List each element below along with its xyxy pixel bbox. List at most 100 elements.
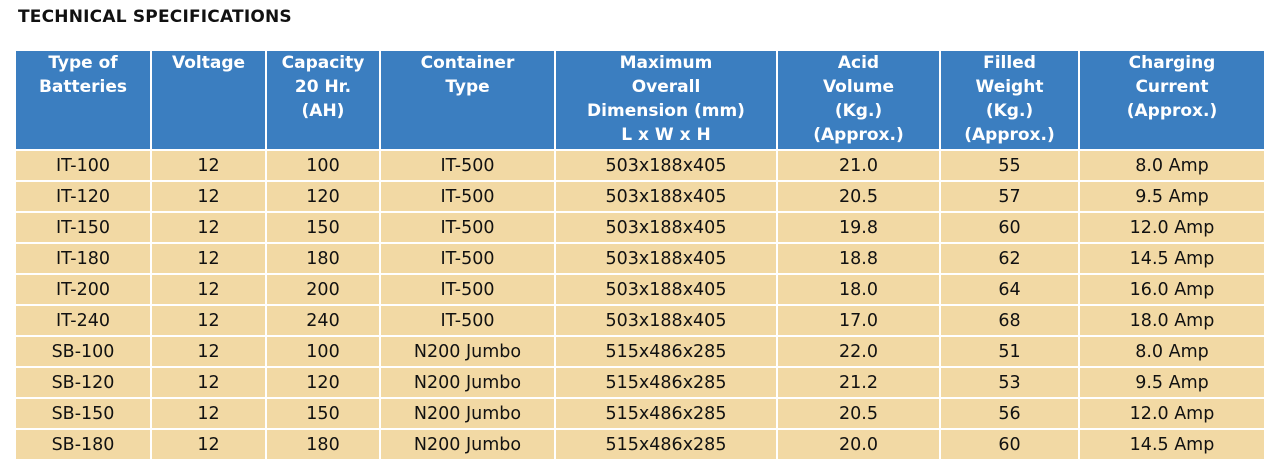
- cell-dimension: 503x188x405: [554, 273, 778, 306]
- cell-voltage: 12: [150, 366, 267, 399]
- header-line: Charging: [1128, 53, 1216, 73]
- cell-acid-volume: 22.0: [776, 335, 941, 368]
- cell-filled-weight: 62: [939, 242, 1080, 275]
- cell-battery-type: IT-100: [14, 149, 152, 182]
- header-acid-volume: Acid Volume (Kg.) (Approx.): [776, 49, 941, 151]
- cell-acid-volume: 20.5: [776, 180, 941, 213]
- header-line: Dimension (mm): [587, 101, 745, 121]
- cell-dimension: 503x188x405: [554, 149, 778, 182]
- table-row: IT-150 12 150 IT-500 503x188x405 19.8 60 12.0 A…: [14, 211, 1266, 244]
- cell-battery-type: SB-180: [14, 428, 152, 461]
- cell-dimension: 515x486x285: [554, 366, 778, 399]
- cell-dimension: 503x188x405: [554, 304, 778, 337]
- table-row: SB-100 12 100 N200 Jumbo 515x486x285 22.0 51 8.…: [14, 335, 1266, 368]
- cell-charging-current: 12.0 Amp: [1078, 211, 1266, 244]
- table-row: SB-180 12 180 N200 Jumbo 515x486x285 20.0 60 14…: [14, 428, 1266, 461]
- header-line: (Approx.): [1126, 101, 1218, 121]
- cell-charging-current: 9.5 Amp: [1078, 366, 1266, 399]
- cell-charging-current: 9.5 Amp: [1078, 180, 1266, 213]
- cell-dimension: 503x188x405: [554, 180, 778, 213]
- cell-dimension: 503x188x405: [554, 211, 778, 244]
- cell-voltage: 12: [150, 397, 267, 430]
- header-line: (AH): [301, 101, 345, 121]
- cell-voltage: 12: [150, 304, 267, 337]
- cell-capacity: 150: [265, 211, 381, 244]
- cell-acid-volume: 18.8: [776, 242, 941, 275]
- cell-container-type: IT-500: [379, 149, 556, 182]
- cell-battery-type: SB-120: [14, 366, 152, 399]
- cell-capacity: 240: [265, 304, 381, 337]
- header-filled-weight: Filled Weight (Kg.) (Approx.): [939, 49, 1080, 151]
- cell-acid-volume: 19.8: [776, 211, 941, 244]
- cell-dimension: 515x486x285: [554, 335, 778, 368]
- cell-filled-weight: 60: [939, 211, 1080, 244]
- header-line: Volume: [822, 77, 895, 97]
- header-line: Batteries: [38, 77, 128, 97]
- cell-charging-current: 12.0 Amp: [1078, 397, 1266, 430]
- cell-acid-volume: 20.5: [776, 397, 941, 430]
- cell-dimension: 503x188x405: [554, 242, 778, 275]
- cell-capacity: 180: [265, 242, 381, 275]
- cell-charging-current: 18.0 Amp: [1078, 304, 1266, 337]
- cell-voltage: 12: [150, 335, 267, 368]
- header-line: Container: [420, 53, 515, 73]
- cell-capacity: 180: [265, 428, 381, 461]
- cell-container-type: IT-500: [379, 211, 556, 244]
- cell-acid-volume: 20.0: [776, 428, 941, 461]
- cell-filled-weight: 55: [939, 149, 1080, 182]
- cell-charging-current: 14.5 Amp: [1078, 428, 1266, 461]
- table-body: IT-100 12 100 IT-500 503x188x405 21.0 55 8.0 Am…: [14, 149, 1266, 461]
- cell-voltage: 12: [150, 180, 267, 213]
- cell-container-type: IT-500: [379, 180, 556, 213]
- header-line: Voltage: [171, 53, 246, 73]
- header-line: L x W x H: [621, 125, 711, 145]
- cell-charging-current: 8.0 Amp: [1078, 335, 1266, 368]
- cell-container-type: N200 Jumbo: [379, 428, 556, 461]
- table-row: IT-180 12 180 IT-500 503x188x405 18.8 62 14.5 A…: [14, 242, 1266, 275]
- cell-container-type: N200 Jumbo: [379, 366, 556, 399]
- cell-filled-weight: 53: [939, 366, 1080, 399]
- cell-filled-weight: 51: [939, 335, 1080, 368]
- header-capacity: Capacity 20 Hr. (AH): [265, 49, 381, 151]
- cell-capacity: 100: [265, 335, 381, 368]
- cell-voltage: 12: [150, 149, 267, 182]
- cell-charging-current: 14.5 Amp: [1078, 242, 1266, 275]
- cell-container-type: N200 Jumbo: [379, 397, 556, 430]
- cell-filled-weight: 57: [939, 180, 1080, 213]
- cell-container-type: IT-500: [379, 242, 556, 275]
- cell-voltage: 12: [150, 428, 267, 461]
- header-line: Acid: [837, 53, 880, 73]
- cell-battery-type: SB-150: [14, 397, 152, 430]
- cell-voltage: 12: [150, 211, 267, 244]
- cell-container-type: IT-500: [379, 273, 556, 306]
- header-line: (Approx.): [813, 125, 904, 145]
- cell-acid-volume: 21.0: [776, 149, 941, 182]
- cell-battery-type: SB-100: [14, 335, 152, 368]
- header-dimension: Maximum Overall Dimension (mm) L x W x H: [554, 49, 778, 151]
- cell-charging-current: 8.0 Amp: [1078, 149, 1266, 182]
- cell-filled-weight: 68: [939, 304, 1080, 337]
- header-type-of-batteries: Type of Batteries: [14, 49, 152, 151]
- cell-charging-current: 16.0 Amp: [1078, 273, 1266, 306]
- header-line: Filled: [983, 53, 1036, 73]
- table-row: IT-200 12 200 IT-500 503x188x405 18.0 64 16.0 A…: [14, 273, 1266, 306]
- header-line: (Approx.): [964, 125, 1055, 145]
- cell-acid-volume: 21.2: [776, 366, 941, 399]
- cell-battery-type: IT-200: [14, 273, 152, 306]
- specifications-table: Type of Batteries Voltage Capacity 20 Hr…: [14, 49, 1266, 461]
- cell-battery-type: IT-240: [14, 304, 152, 337]
- header-voltage: Voltage: [150, 49, 267, 151]
- header-line: (Kg.): [985, 101, 1034, 121]
- cell-voltage: 12: [150, 242, 267, 275]
- cell-dimension: 515x486x285: [554, 397, 778, 430]
- table-row: IT-240 12 240 IT-500 503x188x405 17.0 68 18.0 A…: [14, 304, 1266, 337]
- header-line: Overall: [631, 77, 701, 97]
- table-row: IT-120 12 120 IT-500 503x188x405 20.5 57 9.5 Am…: [14, 180, 1266, 213]
- cell-battery-type: IT-180: [14, 242, 152, 275]
- cell-capacity: 150: [265, 397, 381, 430]
- cell-battery-type: IT-120: [14, 180, 152, 213]
- cell-voltage: 12: [150, 273, 267, 306]
- header-line: Weight: [975, 77, 1044, 97]
- header-line: Type: [445, 77, 490, 97]
- cell-capacity: 120: [265, 180, 381, 213]
